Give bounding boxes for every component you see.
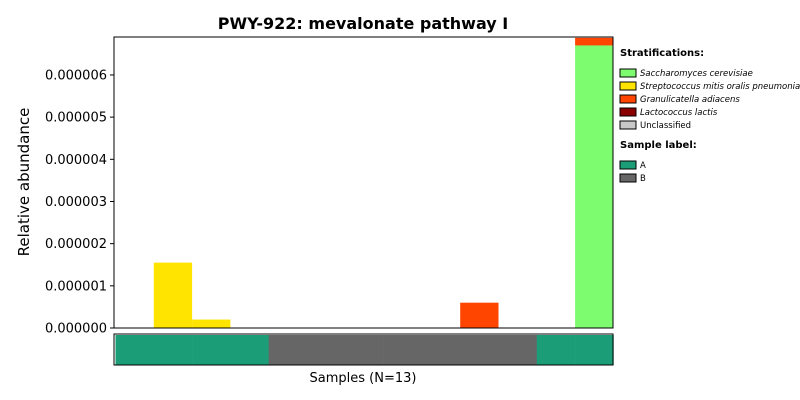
legend-sample-labels: AB <box>619 160 646 184</box>
bar-segment <box>575 45 614 328</box>
bars-layer <box>153 37 614 328</box>
sample-label-cell <box>536 335 576 365</box>
sample-label-cell <box>115 335 155 365</box>
legend-entry: Lactococcus lactis <box>640 108 718 118</box>
sample-label-cell <box>307 335 346 365</box>
y-tick-label: 0.000000 <box>45 322 107 337</box>
plot-frame <box>113 36 614 329</box>
legend-stratifications: Saccharomyces cerevisiae Streptococcus mi… <box>619 68 800 131</box>
sample-label-cell <box>498 335 538 365</box>
bar-segment <box>153 262 193 328</box>
legend-sample-entry: B <box>640 174 646 184</box>
y-tick-label: 0.000001 <box>45 279 107 294</box>
sample-label-cell <box>268 335 308 365</box>
legend-entry: Unclassified <box>640 121 691 131</box>
x-axis-label: Samples (N=13) <box>310 371 417 386</box>
sample-label-cell <box>575 335 614 365</box>
legend-entry: Saccharomyces cerevisiae <box>640 69 753 79</box>
sample-label-cell <box>421 335 461 365</box>
legend-sample-swatch <box>619 173 637 183</box>
legend-entry: Streptococcus mitis oralis pneumoniae <box>640 82 800 92</box>
sample-label-cell <box>460 335 499 365</box>
bar-segment <box>192 319 231 328</box>
y-axis-label: Relative abundance <box>15 108 33 257</box>
sample-label-cell <box>192 335 231 365</box>
legend-swatch <box>619 81 637 91</box>
sample-label-cell <box>230 335 269 365</box>
legend-swatch <box>619 120 637 130</box>
y-axis: 0.000000 0.000001 0.000002 0.000003 0.000004… <box>45 68 114 337</box>
sample-strip-frame <box>113 333 614 366</box>
y-tick-label: 0.000004 <box>45 153 107 168</box>
legend-swatch <box>619 68 637 78</box>
legend-swatch <box>619 107 637 117</box>
y-tick-label: 0.000005 <box>45 111 107 126</box>
bar-segment <box>575 37 614 46</box>
y-tick-label: 0.000006 <box>45 68 107 83</box>
chart-title: PWY-922: mevalonate pathway I <box>218 14 508 33</box>
legend-sample-entry: A <box>640 161 646 171</box>
legend-swatch <box>619 94 637 104</box>
legend-sample-label-heading: Sample label: <box>620 140 697 151</box>
y-tick-label: 0.000002 <box>45 237 107 252</box>
y-tick-label: 0.000003 <box>45 195 107 210</box>
sample-label-strip <box>115 335 614 365</box>
legend-stratifications-heading: Stratifications: <box>620 48 704 59</box>
legend: Stratifications: Saccharomyces cerevisia… <box>619 48 800 184</box>
bar-segment <box>460 302 499 328</box>
sample-label-cell <box>345 335 384 365</box>
legend-sample-swatch <box>619 160 637 170</box>
sample-label-cell <box>383 335 423 365</box>
sample-label-cell <box>153 335 193 365</box>
legend-entry: Granulicatella adiacens <box>640 95 740 105</box>
